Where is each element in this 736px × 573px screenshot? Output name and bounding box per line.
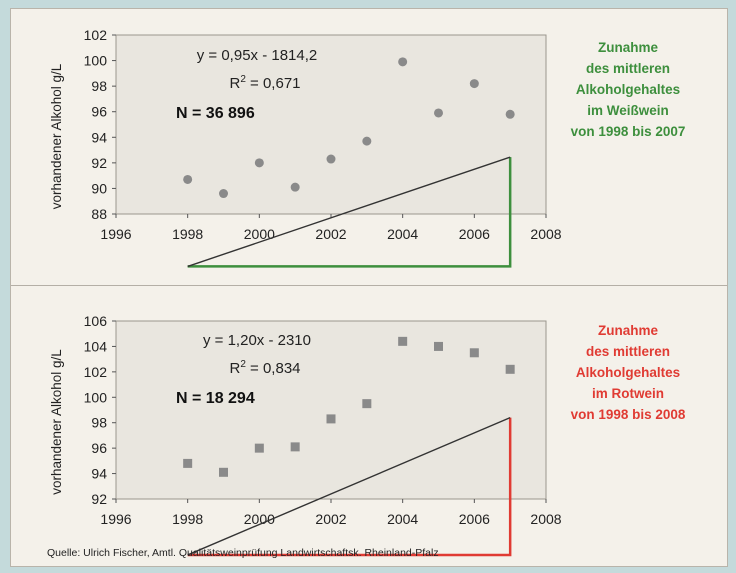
y-tick-label: 100 bbox=[84, 389, 108, 405]
y-tick-label: 88 bbox=[91, 206, 107, 222]
data-point bbox=[470, 348, 479, 357]
y-tick-label: 98 bbox=[91, 78, 107, 94]
x-tick-label: 2004 bbox=[387, 511, 418, 527]
sample-size: N = 18 294 bbox=[176, 390, 255, 407]
data-point bbox=[434, 342, 443, 351]
x-tick-label: 1998 bbox=[172, 226, 203, 242]
data-point bbox=[291, 442, 300, 451]
data-point bbox=[183, 175, 192, 184]
x-tick-label: 2002 bbox=[315, 226, 346, 242]
y-tick-label: 98 bbox=[91, 415, 107, 431]
x-tick-label: 2006 bbox=[459, 511, 490, 527]
x-tick-label: 2006 bbox=[459, 226, 490, 242]
data-point bbox=[362, 399, 371, 408]
data-point bbox=[219, 189, 228, 198]
x-tick-label: 2004 bbox=[387, 226, 418, 242]
plot-area bbox=[116, 321, 546, 499]
y-tick-label: 100 bbox=[84, 53, 108, 69]
annotation-line: Zunahme bbox=[543, 37, 713, 58]
sample-size: N = 36 896 bbox=[176, 105, 255, 122]
annotation-line: des mittleren bbox=[543, 58, 713, 79]
annotation-line: im Weißwein bbox=[543, 100, 713, 121]
data-point bbox=[506, 110, 515, 119]
figure-card: 88 90 92 94 96 98 100 102 1996 1998 2000 2002 2004 20… bbox=[10, 8, 728, 567]
y-tick-label: 102 bbox=[84, 364, 108, 380]
y-tick-label: 90 bbox=[91, 180, 107, 196]
y-tick-label: 102 bbox=[84, 27, 108, 43]
x-tick-label: 1996 bbox=[100, 226, 131, 242]
regression-equation: y = 0,95x - 1814,2 bbox=[197, 47, 318, 64]
r-squared: R2 = 0,834 bbox=[229, 359, 300, 377]
annotation-line: von 1998 bis 2007 bbox=[543, 121, 713, 142]
data-point bbox=[470, 79, 479, 88]
x-tick-label: 1996 bbox=[100, 511, 131, 527]
y-axis-label: vorhandener Alkohol g/L bbox=[49, 63, 64, 209]
data-point bbox=[506, 365, 515, 374]
data-point bbox=[398, 57, 407, 66]
data-point bbox=[255, 158, 264, 167]
chart-panel-0: 88 90 92 94 96 98 100 102 1996 1998 2000 2002 2004 20… bbox=[49, 27, 562, 266]
data-point bbox=[219, 468, 228, 477]
r-squared: R2 = 0,671 bbox=[229, 74, 300, 92]
x-tick-label: 2008 bbox=[530, 226, 561, 242]
x-tick-label: 1998 bbox=[172, 511, 203, 527]
y-axis-label: vorhandener Alkohol g/L bbox=[49, 349, 64, 495]
data-point bbox=[362, 137, 371, 146]
y-tick-label: 92 bbox=[91, 491, 107, 507]
y-tick-label: 94 bbox=[91, 129, 107, 145]
regression-equation: y = 1,20x - 2310 bbox=[203, 332, 311, 349]
y-tick-label: 94 bbox=[91, 466, 107, 482]
white-wine-annotation: Zunahme des mittleren Alkoholgehaltes im… bbox=[543, 37, 713, 142]
data-point bbox=[327, 155, 336, 164]
data-point bbox=[398, 337, 407, 346]
data-point bbox=[291, 183, 300, 192]
x-tick-label: 2008 bbox=[530, 511, 561, 527]
source-caption: Quelle: Ulrich Fischer, Amtl. Qualitätsw… bbox=[47, 547, 439, 559]
annotation-line: im Rotwein bbox=[543, 383, 713, 404]
y-tick-label: 96 bbox=[91, 104, 107, 120]
annotation-line: von 1998 bis 2008 bbox=[543, 404, 713, 425]
annotation-line: Alkoholgehaltes bbox=[543, 362, 713, 383]
y-tick-label: 96 bbox=[91, 440, 107, 456]
red-wine-annotation: Zunahme des mittleren Alkoholgehaltes im… bbox=[543, 320, 713, 425]
x-tick-label: 2000 bbox=[244, 226, 275, 242]
data-point bbox=[255, 444, 264, 453]
y-tick-label: 106 bbox=[84, 313, 108, 329]
data-point bbox=[183, 459, 192, 468]
data-point bbox=[327, 414, 336, 423]
annotation-line: Zunahme bbox=[543, 320, 713, 341]
x-tick-label: 2002 bbox=[315, 511, 346, 527]
annotation-line: des mittleren bbox=[543, 341, 713, 362]
y-tick-label: 92 bbox=[91, 155, 107, 171]
plot-area bbox=[116, 35, 546, 214]
annotation-line: Alkoholgehaltes bbox=[543, 79, 713, 100]
y-tick-label: 104 bbox=[84, 338, 108, 354]
data-point bbox=[434, 108, 443, 117]
